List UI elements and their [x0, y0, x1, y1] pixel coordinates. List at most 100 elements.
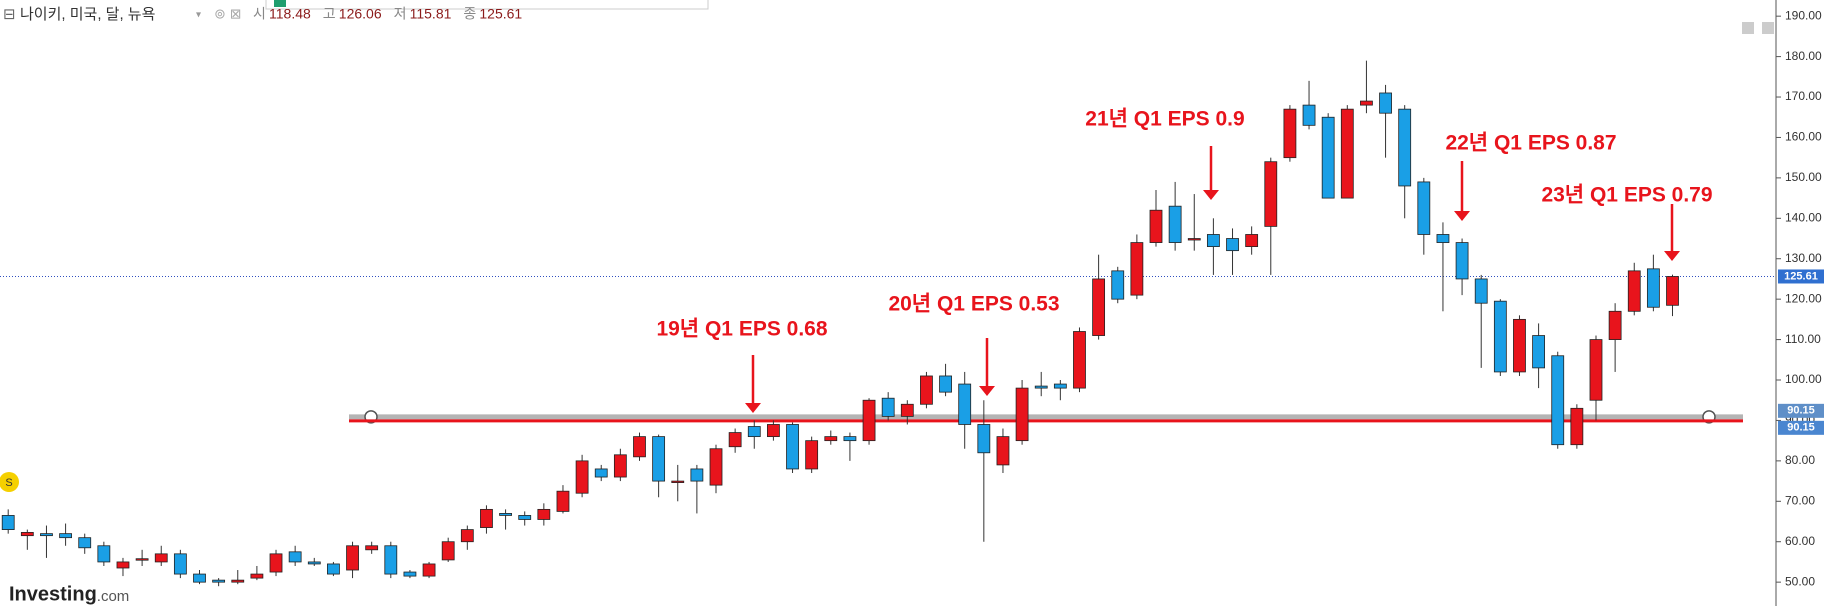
candle-body	[1398, 108, 1412, 187]
candle-body	[135, 558, 149, 561]
candle-body	[1608, 310, 1622, 340]
candle-body	[786, 424, 799, 470]
annotation-arrowhead	[1454, 211, 1470, 221]
collapse-icon[interactable]: ⊟	[3, 6, 16, 23]
annotation-text: 19년 Q1 EPS 0.68	[656, 318, 827, 341]
candle-body	[1206, 234, 1220, 248]
scale-button[interactable]	[1742, 22, 1754, 34]
annotation-text: 20년 Q1 EPS 0.53	[888, 293, 1059, 316]
candle-body	[154, 553, 168, 563]
candle-body	[1589, 339, 1603, 401]
ohlc-value: 115.81	[410, 6, 452, 22]
candle-body	[1130, 242, 1144, 296]
candle-body	[193, 573, 206, 583]
candle-body	[480, 508, 493, 528]
candle-body	[958, 383, 972, 425]
candle-body	[346, 545, 359, 571]
candle-body	[575, 460, 589, 494]
candle-body	[1493, 300, 1507, 373]
y-tick-label: 160.00	[1785, 130, 1822, 144]
candle-body	[843, 436, 857, 442]
candle-body	[116, 561, 130, 569]
logo-suffix: .com	[97, 588, 130, 605]
y-tick-label: 100.00	[1785, 372, 1822, 386]
candle-body	[1321, 116, 1335, 199]
candle-body	[862, 399, 876, 442]
y-tick-label: 60.00	[1785, 534, 1815, 548]
y-tick-label: 190.00	[1785, 8, 1822, 22]
y-tick-label: 130.00	[1785, 251, 1822, 265]
candle-body	[1666, 276, 1679, 306]
candle-body	[1111, 270, 1125, 300]
settings-icon[interactable]: ⊚ ⊠	[214, 6, 241, 22]
candle-body	[1015, 387, 1029, 442]
annotation-text: 21년 Q1 EPS 0.9	[1085, 108, 1244, 131]
candle-body	[384, 545, 398, 575]
candle-body	[173, 553, 187, 575]
candle-body	[1360, 100, 1373, 106]
candle-body	[231, 579, 245, 583]
candle-body	[212, 579, 226, 583]
candle-body	[671, 480, 685, 483]
candle-body	[403, 571, 417, 577]
candle-body	[709, 448, 723, 486]
candle-body	[288, 551, 302, 563]
candle-body	[805, 440, 819, 470]
candle-body	[20, 532, 34, 537]
last-price-label: 125.61	[1784, 270, 1818, 282]
level-price-box	[1778, 420, 1824, 435]
candle-body	[1226, 238, 1239, 252]
candle-body	[728, 432, 742, 448]
candle-body	[59, 533, 72, 539]
logo-main: Investing	[9, 583, 97, 605]
candle-body	[690, 468, 704, 482]
candle-body	[1436, 234, 1450, 243]
ohlc-label: 저	[394, 6, 407, 22]
y-tick-label: 110.00	[1785, 332, 1821, 346]
candle-body	[1551, 355, 1565, 446]
annotation-text: 23년 Q1 EPS 0.79	[1541, 184, 1712, 207]
candle-body	[1, 515, 15, 530]
last-price-box	[1778, 269, 1824, 284]
candle-body	[78, 537, 92, 549]
candle-body	[1646, 268, 1660, 308]
candle-body	[250, 573, 264, 579]
candle-body	[1340, 108, 1354, 199]
candle-body	[1302, 104, 1316, 126]
candle-body	[633, 436, 646, 458]
candle-body	[900, 403, 914, 417]
candle-body	[881, 397, 895, 417]
candle-body	[1627, 270, 1641, 312]
candle-body	[1379, 92, 1392, 114]
candle-body	[977, 424, 991, 454]
y-tick-label: 50.00	[1785, 574, 1815, 588]
candle-body	[518, 515, 532, 520]
event-badge	[0, 472, 19, 492]
candle-body	[556, 490, 570, 512]
candle-body	[1073, 331, 1086, 389]
candle-body	[1034, 385, 1048, 389]
dropdown-icon[interactable]: ▾	[196, 10, 201, 21]
candle-body	[1283, 108, 1297, 159]
y-tick-label: 80.00	[1785, 453, 1815, 467]
candle-body	[327, 563, 340, 575]
candle-body	[767, 424, 780, 438]
candle-body	[613, 454, 627, 478]
candle-body	[269, 553, 283, 573]
annotation-arrowhead	[979, 386, 995, 396]
ohlc-label: 시	[253, 6, 266, 22]
ohlc-value: 126.06	[339, 6, 382, 22]
candle-body	[1092, 278, 1106, 336]
candle-body	[537, 508, 551, 520]
level-price-label: 90.15	[1787, 422, 1815, 434]
candle-body	[307, 561, 321, 565]
candle-body	[1168, 205, 1182, 243]
ohlc-value: 125.61	[479, 6, 522, 22]
candle-body	[365, 545, 379, 551]
candle-body	[1455, 242, 1469, 280]
candle-body	[1570, 407, 1584, 446]
scale-button[interactable]	[1762, 22, 1774, 34]
annotation-arrowhead	[1664, 251, 1680, 261]
candle-body	[1149, 209, 1163, 243]
event-badge-text: S	[5, 477, 12, 489]
